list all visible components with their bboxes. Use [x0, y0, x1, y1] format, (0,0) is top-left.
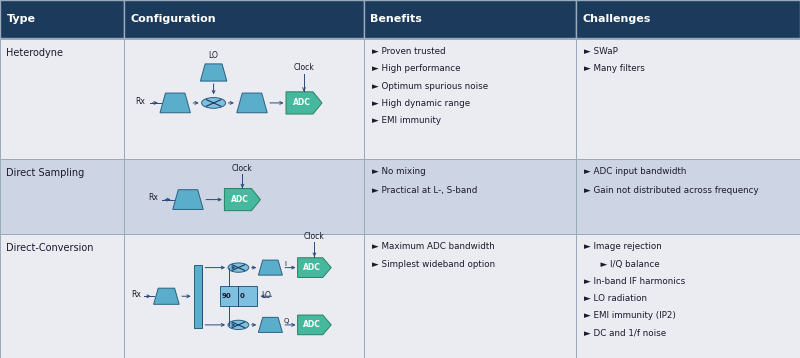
Bar — [124, 39, 364, 159]
Polygon shape — [286, 92, 322, 114]
Bar — [364, 0, 576, 38]
Text: ► In-band IF harmonics: ► In-band IF harmonics — [584, 277, 686, 286]
Text: LO: LO — [209, 51, 218, 60]
Text: ► Image rejection: ► Image rejection — [584, 242, 662, 251]
Text: ADC: ADC — [293, 98, 310, 107]
Polygon shape — [160, 93, 190, 113]
Bar — [220, 286, 257, 306]
Text: ► Proven trusted: ► Proven trusted — [372, 47, 446, 56]
Text: Clock: Clock — [304, 232, 325, 241]
Polygon shape — [298, 258, 331, 277]
Text: Rx: Rx — [148, 193, 158, 202]
Text: ► LO radiation: ► LO radiation — [584, 294, 647, 303]
Polygon shape — [258, 318, 282, 332]
Bar — [124, 159, 364, 236]
Bar — [0, 234, 124, 358]
Text: ► ADC input bandwidth: ► ADC input bandwidth — [584, 167, 686, 176]
Bar — [364, 159, 576, 236]
Bar — [576, 0, 800, 38]
Bar — [124, 0, 364, 38]
Text: ► High dynamic range: ► High dynamic range — [372, 99, 470, 108]
Polygon shape — [298, 315, 331, 335]
Text: ► High performance: ► High performance — [372, 64, 461, 73]
Text: Heterodyne: Heterodyne — [6, 48, 63, 58]
Text: Direct-Conversion: Direct-Conversion — [6, 243, 94, 253]
Polygon shape — [237, 93, 267, 113]
Bar — [576, 159, 800, 236]
Text: 0: 0 — [240, 292, 245, 299]
Text: Clock: Clock — [294, 63, 314, 72]
Text: Direct Sampling: Direct Sampling — [6, 168, 85, 178]
Circle shape — [228, 320, 249, 329]
Text: Configuration: Configuration — [130, 14, 216, 24]
Polygon shape — [154, 288, 179, 304]
Circle shape — [228, 263, 249, 272]
Bar — [194, 265, 202, 328]
Text: ► No mixing: ► No mixing — [372, 167, 426, 176]
Text: ► I/Q balance: ► I/Q balance — [584, 260, 660, 268]
Bar — [0, 159, 124, 236]
Text: ► EMI immunity: ► EMI immunity — [372, 116, 441, 125]
Text: I: I — [284, 261, 286, 267]
Bar — [576, 234, 800, 358]
Polygon shape — [173, 190, 203, 209]
Text: ► Maximum ADC bandwidth: ► Maximum ADC bandwidth — [372, 242, 494, 251]
Text: ► Many filters: ► Many filters — [584, 64, 645, 73]
Text: Challenges: Challenges — [582, 14, 650, 24]
Polygon shape — [224, 188, 261, 211]
Circle shape — [202, 97, 226, 108]
Text: Rx: Rx — [135, 97, 145, 106]
Bar — [0, 39, 124, 159]
Text: ► Simplest wideband option: ► Simplest wideband option — [372, 260, 495, 268]
Text: Clock: Clock — [232, 164, 253, 173]
Text: Benefits: Benefits — [370, 14, 422, 24]
Text: ► DC and 1/f noise: ► DC and 1/f noise — [584, 328, 666, 337]
Text: Type: Type — [6, 14, 35, 24]
Text: ► Practical at L-, S-band: ► Practical at L-, S-band — [372, 186, 478, 195]
Text: 90: 90 — [222, 292, 231, 299]
Bar — [576, 39, 800, 159]
Text: LO: LO — [261, 291, 270, 300]
Text: ► Optimum spurious noise: ► Optimum spurious noise — [372, 82, 488, 91]
Text: Q: Q — [284, 318, 290, 324]
Text: ADC: ADC — [303, 263, 322, 272]
Text: ADC: ADC — [303, 320, 322, 329]
Text: Rx: Rx — [131, 290, 141, 299]
Polygon shape — [200, 64, 227, 81]
Bar — [364, 234, 576, 358]
Text: ► EMI immunity (IP2): ► EMI immunity (IP2) — [584, 311, 676, 320]
Bar — [0, 0, 124, 38]
Text: ADC: ADC — [231, 195, 249, 204]
Bar — [124, 234, 364, 358]
Text: ► Gain not distributed across frequency: ► Gain not distributed across frequency — [584, 186, 758, 195]
Text: ► SWaP: ► SWaP — [584, 47, 618, 56]
Bar — [364, 39, 576, 159]
Polygon shape — [258, 260, 282, 275]
